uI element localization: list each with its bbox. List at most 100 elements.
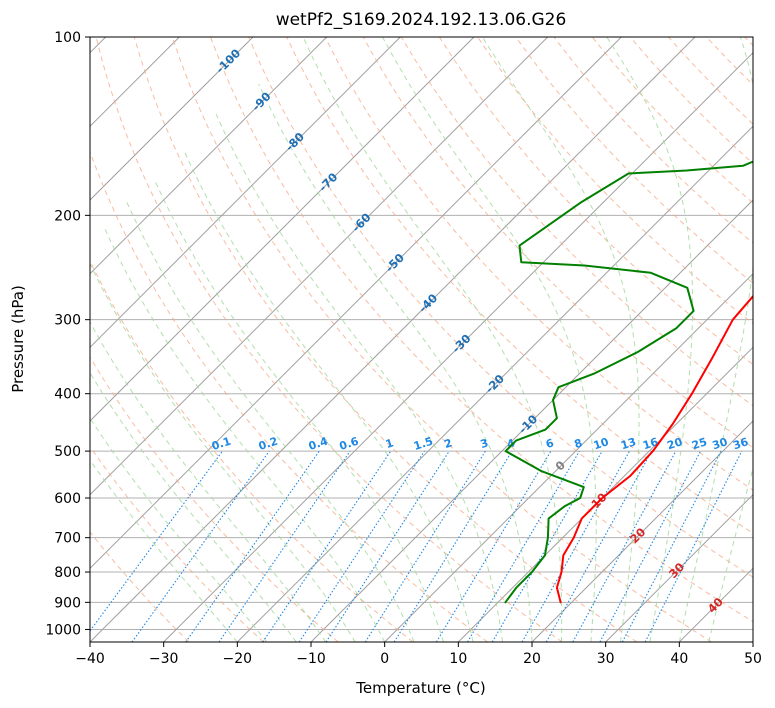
y-tick-label: 600 [54, 491, 81, 507]
y-tick-label: 300 [54, 313, 81, 329]
y-tick-label: 800 [54, 565, 81, 581]
isotherm-line [90, 37, 254, 201]
isotherm-line [90, 37, 401, 349]
mixing-ratio-label: 0.6 [338, 434, 361, 452]
sounding-profiles [504, 160, 753, 604]
y-tick-label: 1000 [45, 622, 81, 638]
mixing-ratio-label: 30 [711, 435, 730, 452]
mixing-ratio-label: 13 [619, 435, 638, 452]
dry-adiabat [286, 37, 753, 534]
x-tick-label: 40 [670, 651, 688, 667]
dry-adiabat [515, 37, 753, 284]
y-tick-label: 200 [54, 208, 81, 224]
x-tick-label: −40 [75, 651, 105, 667]
mixing-ratio-line [572, 450, 677, 642]
mixing-ratio-line [545, 450, 653, 642]
moist-adiabat [302, 37, 563, 642]
isotherm-line [163, 51, 753, 642]
isotherm-line [605, 493, 753, 642]
x-tick-label: −10 [296, 651, 326, 667]
x-tick-label: 0 [380, 651, 389, 667]
mixing-ratio-label: 1.5 [412, 435, 435, 453]
dewpoint-profile [504, 160, 753, 604]
y-tick-label: 400 [54, 387, 81, 403]
mixing-ratio-label: 4 [505, 436, 517, 451]
y-tick-label: 900 [54, 595, 81, 611]
mixing-ratio-line [644, 450, 743, 642]
mixing-ratio-line [90, 450, 223, 632]
isotherm-line [90, 37, 696, 642]
moist-adiabat [90, 262, 356, 642]
x-axis-label: Temperature (°C) [355, 679, 485, 697]
mixing-ratio-line [298, 450, 425, 642]
moist-adiabat [126, 201, 415, 642]
x-axis: −40 −30 −20 −10 0 10 20 30 40 50 [75, 642, 762, 667]
dry-adiabat [90, 531, 190, 642]
mixing-ratio-label: 20 [665, 435, 684, 452]
mixing-ratio-label: 0.4 [307, 434, 330, 452]
chart-title: wetPf2_S169.2024.192.13.06.G26 [276, 10, 567, 30]
mixing-ratio-line [393, 450, 513, 642]
x-tick-label: 30 [597, 651, 615, 667]
x-tick-label: −20 [223, 651, 253, 667]
dry-adiabat [90, 150, 488, 642]
mixing-ratio-line [218, 450, 351, 642]
isotherm-line [457, 346, 753, 642]
mixing-ratio-line [621, 450, 722, 642]
mixing-ratio-label: 3 [479, 436, 490, 451]
plot-area: 0.1 0.2 0.4 0.6 1 1.5 2 3 4 6 8 10 13 16 20 25 30 36-100-… [45, 30, 762, 667]
isotherm-line [90, 37, 549, 496]
mixing-ratio-line [131, 450, 270, 642]
dry-adiabat [438, 37, 753, 366]
temperature-profile [555, 294, 753, 604]
isotherm-line [90, 37, 328, 275]
dry-adiabat [248, 37, 753, 578]
y-axis: 100 200 300 400 500 600 700 800 900 1000 [45, 30, 90, 638]
x-tick-label: 50 [744, 651, 762, 667]
moist-adiabat [183, 149, 474, 642]
mixing-ratio-line [599, 450, 702, 642]
mixing-ratio-label: 6 [544, 436, 556, 451]
moist-adiabat [90, 417, 268, 642]
y-tick-label: 500 [54, 444, 81, 460]
moist-adiabat [382, 37, 597, 642]
x-tick-label: 10 [449, 651, 467, 667]
background-lines [90, 37, 753, 642]
x-tick-label: 20 [523, 651, 541, 667]
isotherm-line [236, 125, 753, 642]
plot-frame [89, 36, 754, 643]
moist-adiabat [606, 37, 694, 642]
y-tick-label: 100 [54, 30, 81, 46]
isotherm-line [90, 37, 622, 570]
mixing-ratio-line [521, 450, 630, 642]
moist-adiabat [258, 83, 533, 642]
mixing-ratio-line [185, 450, 320, 642]
dry-adiabat [210, 37, 753, 623]
mixing-ratio-label: 8 [573, 436, 584, 451]
dry-adiabat [90, 259, 414, 642]
dry-adiabat [171, 37, 712, 642]
y-axis-label: Pressure (hPa) [9, 285, 27, 393]
isotherm-line [531, 420, 753, 642]
isotherm-line [384, 272, 753, 642]
mixing-ratio-label: 2 [443, 436, 454, 451]
mixing-ratio-label: 36 [731, 435, 750, 452]
moist-adiabat [90, 371, 297, 642]
isotherm-line [90, 37, 475, 422]
dry-adiabat [95, 37, 563, 642]
mixing-ratio-label: 0.2 [257, 435, 280, 453]
moist-adiabat [90, 459, 238, 642]
dry-adiabat [90, 445, 264, 642]
mixing-ratio-label: 0.1 [210, 435, 233, 453]
mixing-ratio-line [325, 450, 450, 642]
y-tick-label: 700 [54, 531, 81, 547]
moist-adiabat [481, 37, 640, 642]
moist-adiabat [154, 180, 445, 642]
x-tick-label: −30 [149, 651, 179, 667]
mixing-ratio-label: 25 [690, 435, 709, 452]
dry-adiabat [133, 37, 638, 642]
dry-adiabat [400, 37, 753, 407]
moist-adiabat [215, 113, 503, 642]
